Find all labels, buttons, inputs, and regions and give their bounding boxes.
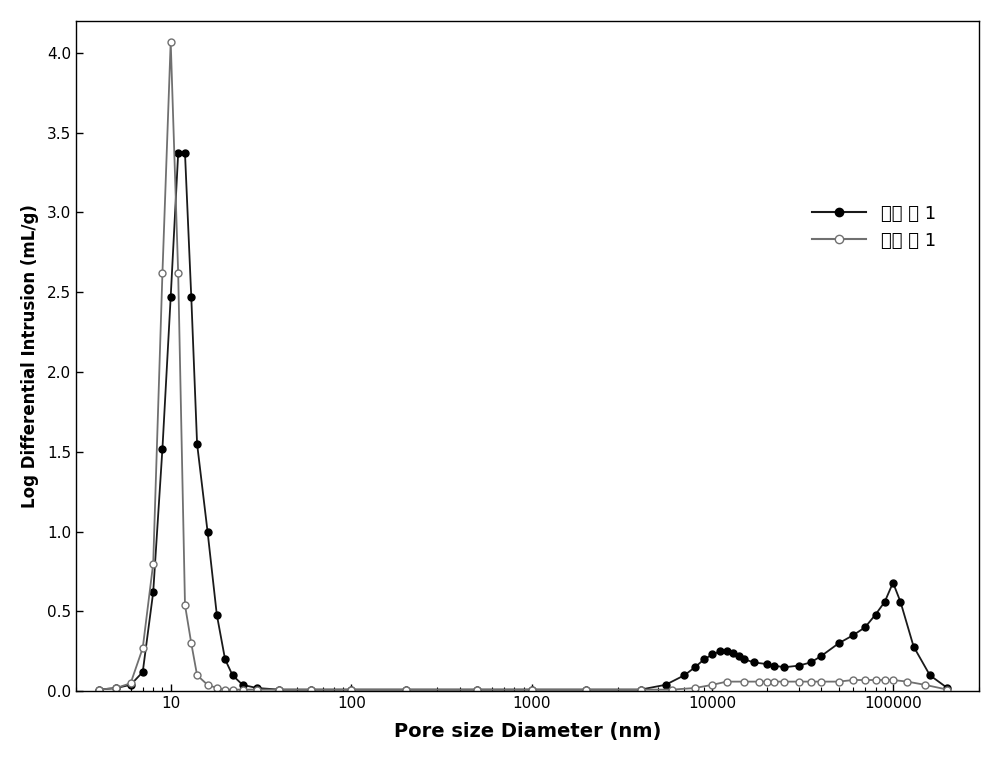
对比 例 1 — [879, 675, 891, 684]
对比 例 1 — [793, 677, 805, 687]
对比 例 1 — [833, 677, 845, 687]
实施 例 1 — [172, 149, 184, 158]
对比 例 1 — [156, 268, 168, 277]
实施 例 1 — [147, 588, 159, 597]
对比 例 1 — [689, 684, 701, 693]
对比 例 1 — [768, 677, 780, 687]
对比 例 1 — [305, 685, 317, 694]
Legend: 实施 例 1, 对比 例 1: 实施 例 1, 对比 例 1 — [805, 197, 943, 257]
Line: 对比 例 1: 对比 例 1 — [95, 38, 951, 693]
对比 例 1 — [110, 684, 122, 693]
对比 例 1 — [179, 600, 191, 610]
对比 例 1 — [738, 677, 750, 687]
对比 例 1 — [526, 685, 538, 694]
对比 例 1 — [753, 677, 765, 687]
对比 例 1 — [941, 685, 953, 694]
对比 例 1 — [165, 37, 177, 46]
对比 例 1 — [919, 680, 931, 690]
对比 例 1 — [721, 677, 733, 687]
对比 例 1 — [147, 559, 159, 568]
实施 例 1 — [941, 684, 953, 693]
实施 例 1 — [738, 655, 750, 664]
X-axis label: Pore size Diameter (nm): Pore size Diameter (nm) — [394, 722, 661, 741]
对比 例 1 — [237, 685, 249, 694]
对比 例 1 — [93, 685, 105, 694]
对比 例 1 — [172, 268, 184, 277]
Line: 实施 例 1: 实施 例 1 — [95, 150, 951, 693]
实施 例 1 — [660, 680, 672, 690]
对比 例 1 — [137, 644, 149, 653]
对比 例 1 — [901, 677, 913, 687]
对比 例 1 — [471, 685, 483, 694]
对比 例 1 — [219, 685, 231, 694]
实施 例 1 — [727, 648, 739, 658]
对比 例 1 — [191, 671, 203, 680]
对比 例 1 — [185, 639, 197, 648]
对比 例 1 — [202, 680, 214, 690]
对比 例 1 — [847, 675, 859, 684]
对比 例 1 — [778, 677, 790, 687]
对比 例 1 — [887, 675, 899, 684]
对比 例 1 — [345, 685, 357, 694]
对比 例 1 — [273, 685, 285, 694]
对比 例 1 — [815, 677, 827, 687]
实施 例 1 — [93, 685, 105, 694]
对比 例 1 — [666, 685, 678, 694]
实施 例 1 — [345, 685, 357, 694]
对比 例 1 — [870, 675, 882, 684]
对比 例 1 — [580, 685, 592, 694]
对比 例 1 — [125, 679, 137, 688]
对比 例 1 — [706, 680, 718, 690]
对比 例 1 — [805, 677, 817, 687]
实施 例 1 — [894, 597, 906, 607]
对比 例 1 — [635, 685, 647, 694]
对比 例 1 — [859, 675, 871, 684]
对比 例 1 — [400, 685, 412, 694]
对比 例 1 — [251, 685, 263, 694]
对比 例 1 — [211, 684, 223, 693]
Y-axis label: Log Differential Intrusion (mL/g): Log Differential Intrusion (mL/g) — [21, 204, 39, 508]
对比 例 1 — [227, 685, 239, 694]
对比 例 1 — [761, 677, 773, 687]
